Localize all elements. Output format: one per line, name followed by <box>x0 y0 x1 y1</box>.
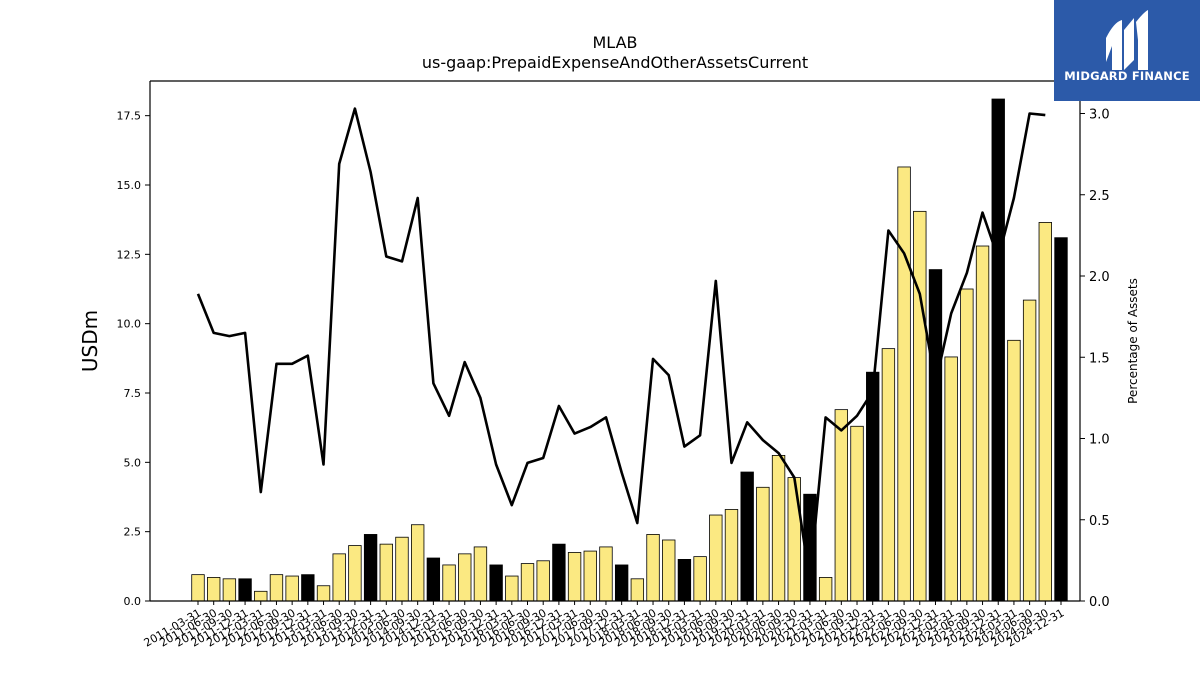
bar <box>944 356 958 602</box>
y2-tick-label: 2.5 <box>1089 189 1110 204</box>
bar <box>379 543 393 602</box>
y2-axis-label: Percentage of Assets <box>1126 278 1140 404</box>
y-tick-label: 17.5 <box>117 110 142 123</box>
bar <box>285 575 299 602</box>
y2-tick-label: 1.0 <box>1089 433 1110 448</box>
bar <box>834 409 849 602</box>
percentage-line <box>196 107 1046 582</box>
y2-tick-label: 1.5 <box>1089 351 1110 366</box>
bar <box>583 550 597 602</box>
bar <box>458 553 472 602</box>
bar <box>740 471 754 602</box>
bar <box>1022 299 1037 602</box>
bar <box>1038 222 1052 602</box>
bar <box>599 546 613 602</box>
bar <box>1054 237 1068 602</box>
bar <box>771 454 786 602</box>
bar <box>724 509 739 602</box>
bar <box>269 574 284 602</box>
bar <box>1007 339 1021 602</box>
bar <box>897 166 911 602</box>
bar <box>301 574 315 602</box>
y-tick-label: 10.0 <box>117 318 142 331</box>
chart-title: MLAB <box>592 33 637 52</box>
y-axis-label: USDm <box>78 310 102 372</box>
line-series <box>196 107 1046 582</box>
bar <box>928 269 943 602</box>
bar <box>881 348 896 602</box>
bar <box>567 552 582 602</box>
bar <box>614 564 629 602</box>
bar <box>426 557 441 602</box>
bar <box>489 564 503 602</box>
bar <box>316 585 331 602</box>
bar <box>693 556 707 602</box>
bar <box>395 536 409 602</box>
y-tick-label: 12.5 <box>117 248 142 261</box>
bar <box>473 546 488 602</box>
bar <box>677 559 692 602</box>
bar <box>818 577 833 602</box>
bar <box>191 574 205 602</box>
bar <box>363 534 378 602</box>
y2-tick-label: 2.0 <box>1089 270 1110 285</box>
bar <box>913 210 927 602</box>
bar <box>207 577 221 602</box>
bar <box>850 425 864 602</box>
y-tick-label: 15.0 <box>117 179 142 192</box>
bar <box>552 543 566 602</box>
bar <box>410 524 425 602</box>
bar <box>630 578 645 602</box>
bar-series <box>191 98 1068 602</box>
bar <box>960 288 974 602</box>
y-tick-label: 5.0 <box>124 456 142 469</box>
midgard-finance-logo: MIDGARD FINANCE <box>1054 0 1200 101</box>
bar <box>222 578 237 602</box>
bar <box>975 245 990 602</box>
brand-name: MIDGARD FINANCE <box>1064 69 1190 83</box>
y-tick-label: 0.0 <box>124 595 142 608</box>
bar <box>505 575 519 602</box>
bar <box>238 578 252 602</box>
bar <box>442 564 456 602</box>
bar <box>709 514 723 602</box>
y-tick-label: 2.5 <box>124 526 142 539</box>
bar <box>662 539 676 602</box>
y2-tick-label: 0.5 <box>1089 514 1110 529</box>
bar <box>332 553 346 602</box>
bar <box>646 534 660 602</box>
axes: 0.0 2.5 5.0 7.5 10.0 12.5 15.0 17.5 0.0 0.5 1.0 1.5… <box>117 80 1110 650</box>
y-tick-label: 7.5 <box>124 387 142 400</box>
bar <box>866 371 880 602</box>
bar <box>348 545 362 602</box>
midgard-logo-mark-icon <box>1106 10 1148 70</box>
bar <box>254 590 268 602</box>
y2-tick-label: 3.0 <box>1089 108 1110 123</box>
bar <box>787 477 801 602</box>
y2-tick-label: 0.0 <box>1089 595 1110 610</box>
bar <box>991 98 1005 602</box>
bar <box>536 560 550 602</box>
chart-subtitle: us-gaap:PrepaidExpenseAndOtherAssetsCurr… <box>422 53 808 72</box>
bar <box>756 486 770 602</box>
bar <box>520 563 535 602</box>
